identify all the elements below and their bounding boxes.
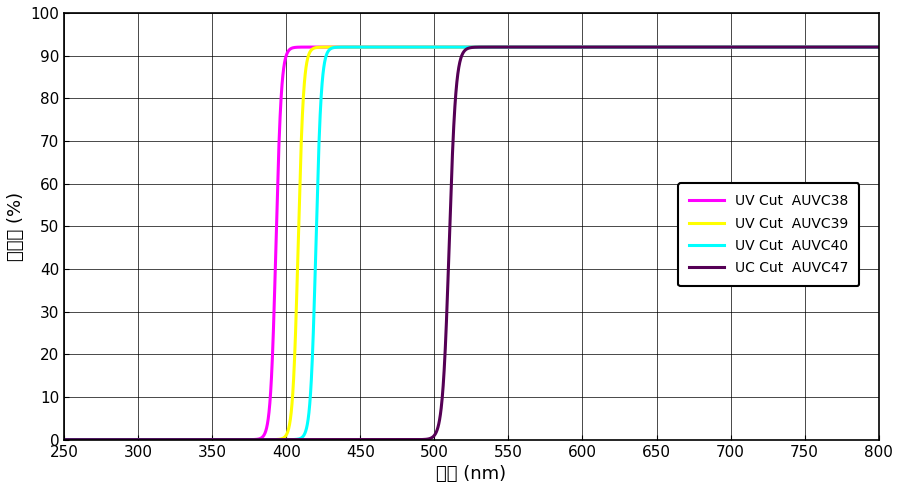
UC Cut  AUVC47: [58, 437, 69, 442]
UV Cut  AUVC38: [370, 44, 381, 50]
UV Cut  AUVC40: [589, 44, 599, 50]
Line: UV Cut  AUVC39: UV Cut AUVC39: [64, 47, 878, 440]
UV Cut  AUVC38: [667, 44, 678, 50]
UV Cut  AUVC39: [547, 44, 558, 50]
UV Cut  AUVC40: [729, 44, 740, 50]
UC Cut  AUVC47: [729, 44, 740, 50]
UV Cut  AUVC38: [207, 437, 218, 442]
UV Cut  AUVC40: [873, 44, 884, 50]
X-axis label: 波長 (nm): 波長 (nm): [436, 465, 507, 483]
Line: UV Cut  AUVC40: UV Cut AUVC40: [64, 47, 878, 440]
UV Cut  AUVC38: [547, 44, 558, 50]
UC Cut  AUVC47: [565, 44, 576, 50]
UV Cut  AUVC40: [410, 44, 420, 50]
UV Cut  AUVC39: [589, 44, 599, 50]
UV Cut  AUVC39: [729, 44, 740, 50]
Line: UC Cut  AUVC47: UC Cut AUVC47: [64, 47, 878, 440]
UV Cut  AUVC38: [589, 44, 599, 50]
UV Cut  AUVC40: [58, 437, 69, 442]
Y-axis label: 透過率 (%): 透過率 (%): [7, 192, 25, 261]
UV Cut  AUVC39: [392, 44, 402, 50]
Legend: UV Cut  AUVC38, UV Cut  AUVC39, UV Cut  AUVC40, UC Cut  AUVC47: UV Cut AUVC38, UV Cut AUVC39, UV Cut AUV…: [678, 183, 860, 287]
UV Cut  AUVC39: [370, 44, 381, 50]
UC Cut  AUVC47: [207, 437, 218, 442]
UV Cut  AUVC40: [667, 44, 678, 50]
UV Cut  AUVC39: [58, 437, 69, 442]
UV Cut  AUVC39: [667, 44, 678, 50]
UV Cut  AUVC38: [58, 437, 69, 442]
UV Cut  AUVC40: [370, 44, 381, 50]
UV Cut  AUVC40: [547, 44, 558, 50]
Line: UV Cut  AUVC38: UV Cut AUVC38: [64, 47, 878, 440]
UC Cut  AUVC47: [370, 437, 381, 442]
UV Cut  AUVC40: [207, 437, 218, 442]
UC Cut  AUVC47: [589, 44, 599, 50]
UV Cut  AUVC38: [729, 44, 740, 50]
UV Cut  AUVC39: [873, 44, 884, 50]
UV Cut  AUVC38: [370, 44, 381, 50]
UC Cut  AUVC47: [547, 44, 558, 50]
UC Cut  AUVC47: [873, 44, 884, 50]
UC Cut  AUVC47: [667, 44, 678, 50]
UV Cut  AUVC39: [207, 437, 218, 442]
UV Cut  AUVC38: [873, 44, 884, 50]
